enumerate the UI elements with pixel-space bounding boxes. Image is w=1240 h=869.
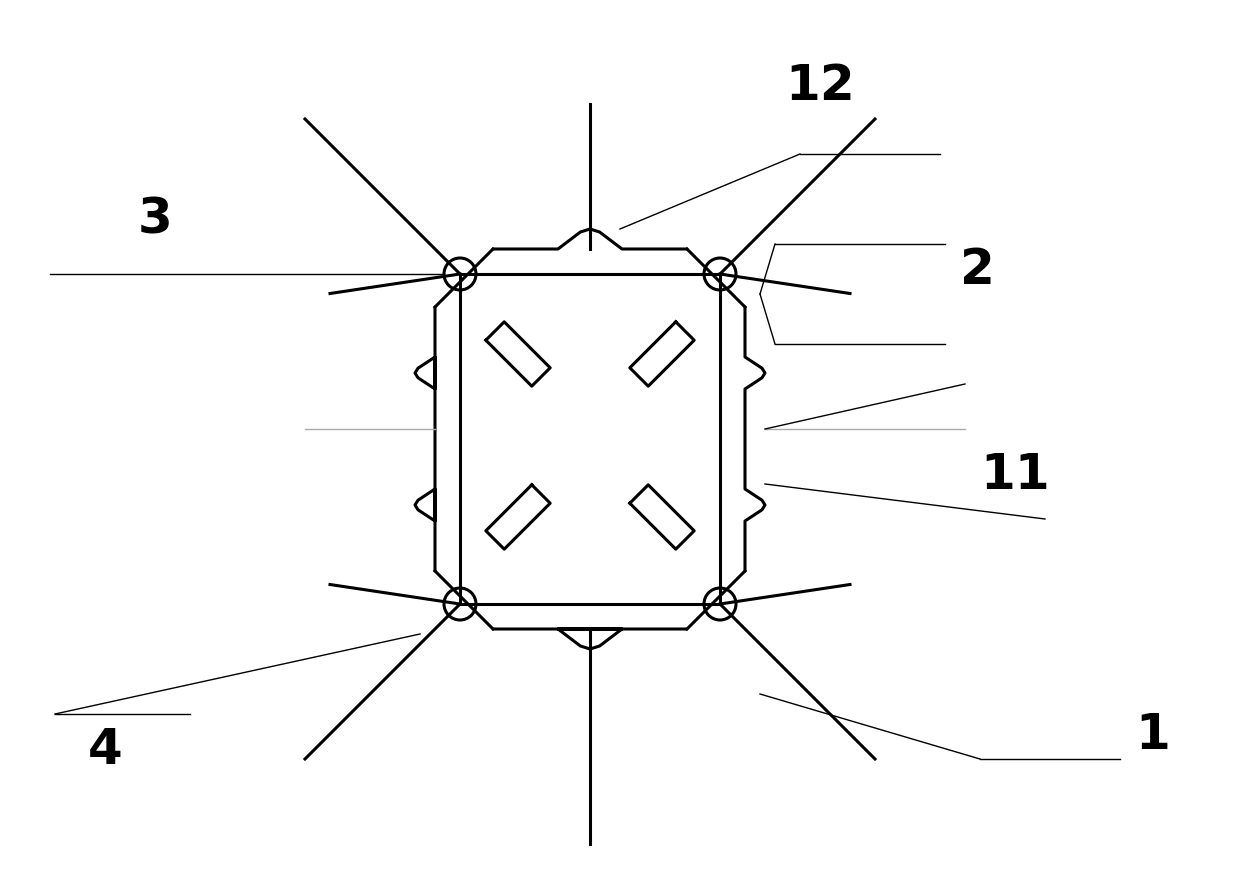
Text: 1: 1 (1135, 710, 1169, 758)
Text: 2: 2 (960, 246, 994, 294)
Text: 4: 4 (88, 725, 123, 773)
Text: 11: 11 (980, 450, 1050, 499)
Text: 12: 12 (785, 62, 854, 109)
Text: 3: 3 (138, 196, 172, 243)
